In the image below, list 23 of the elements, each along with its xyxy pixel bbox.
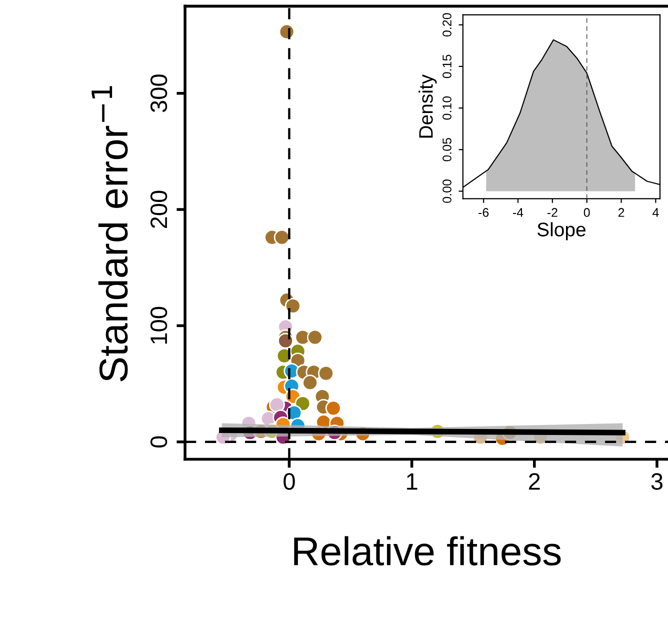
- x-tick-label: -6: [478, 208, 489, 217]
- x-axis-title: Relative fitness: [294, 536, 561, 566]
- y-tick-label: 0.20: [442, 13, 452, 37]
- y-tick-label: 0: [150, 436, 168, 448]
- x-tick-label: 2: [529, 473, 540, 490]
- x-axis-title: Slope: [537, 222, 586, 240]
- x-tick-label: 2: [618, 208, 624, 217]
- x-tick-label: 4: [652, 208, 659, 217]
- y-tick-label: 0.05: [442, 138, 452, 162]
- y-tick-label: 300: [150, 74, 168, 112]
- x-tick-label: 0: [584, 208, 590, 217]
- y-axis-title: Density: [418, 74, 437, 138]
- y-tick-label: 0.00: [442, 180, 452, 203]
- x-tick-label: -4: [512, 208, 524, 217]
- x-tick-label: 0: [284, 473, 295, 490]
- y-tick-label: 0.15: [442, 54, 452, 78]
- x-tick-label: 3: [651, 473, 662, 490]
- y-tick-label: 200: [150, 190, 168, 228]
- y-tick-label: 0.10: [442, 96, 452, 120]
- y-axis-title: Standard error$^{−1}$: [92, 86, 128, 382]
- x-tick-label: 1: [407, 473, 418, 490]
- y-tick-label: 100: [150, 306, 168, 344]
- x-tick-label: -2: [547, 208, 558, 217]
